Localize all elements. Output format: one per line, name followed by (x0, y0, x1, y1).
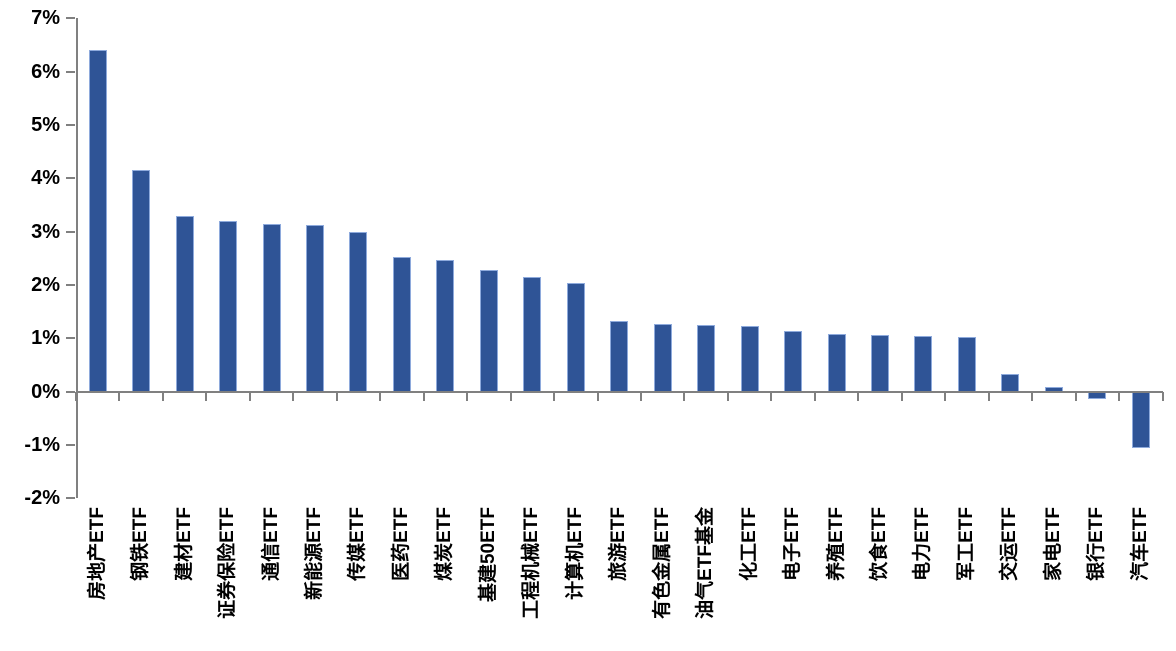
y-tick-mark (66, 17, 75, 20)
bar-银行ETF (1088, 391, 1107, 400)
bar-电子ETF (784, 331, 803, 392)
x-cat-label: 医药ETF (390, 507, 412, 581)
x-tick-mark (683, 391, 686, 401)
x-cat-label: 化工ETF (738, 507, 760, 581)
y-tick-mark (66, 177, 75, 180)
x-cat-label: 油气ETF基金 (695, 507, 717, 619)
x-cat-label: 计算机ETF (564, 507, 586, 600)
bar-工程机械ETF (523, 276, 542, 392)
bar-有色金属ETF (653, 323, 672, 392)
y-tick-label: 4% (31, 167, 60, 190)
y-tick-mark (66, 70, 75, 73)
x-cat-label: 电力ETF (912, 507, 934, 581)
bar-证券保险ETF (219, 220, 238, 392)
bar-传媒ETF (349, 231, 368, 392)
x-cat-label: 家电ETF (1042, 507, 1064, 581)
x-cat-label: 旅游ETF (608, 507, 630, 581)
x-axis-line (76, 390, 1163, 393)
y-tick-label: 7% (31, 7, 60, 30)
y-tick-label: 3% (31, 220, 60, 243)
x-cat-label: 交运ETF (999, 507, 1021, 581)
x-tick-mark (553, 391, 556, 401)
bar-电力ETF (914, 335, 933, 392)
bar-煤炭ETF (436, 259, 455, 392)
x-tick-mark (596, 391, 599, 401)
x-cat-label: 房地产ETF (86, 507, 108, 600)
x-tick-mark (466, 391, 469, 401)
x-tick-mark (292, 391, 295, 401)
y-tick-label: 0% (31, 380, 60, 403)
x-tick-mark (857, 391, 860, 401)
x-cat-label: 钢铁ETF (130, 507, 152, 581)
x-tick-mark (509, 391, 512, 401)
y-tick-mark (66, 390, 75, 393)
bar-计算机ETF (566, 283, 585, 392)
x-tick-mark (726, 391, 729, 401)
x-tick-mark (1161, 391, 1164, 401)
y-tick-label: 6% (31, 60, 60, 83)
y-tick-label: 2% (31, 274, 60, 297)
y-tick-mark (66, 124, 75, 127)
bar-化工ETF (740, 325, 759, 392)
x-tick-mark (1074, 391, 1077, 401)
x-tick-mark (639, 391, 642, 401)
y-tick-label: -1% (24, 434, 60, 457)
x-cat-label: 通信ETF (260, 507, 282, 581)
x-tick-mark (335, 391, 338, 401)
bar-新能源ETF (306, 225, 325, 392)
x-tick-mark (75, 391, 77, 401)
y-tick-label: 1% (31, 327, 60, 350)
x-cat-label: 银行ETF (1086, 507, 1108, 581)
bar-饮食ETF (871, 335, 889, 392)
x-tick-mark (987, 391, 990, 401)
x-tick-mark (900, 391, 903, 401)
y-axis-line (76, 18, 78, 499)
x-tick-mark (248, 391, 251, 401)
bar-军工ETF (957, 336, 976, 392)
bar-油气ETF基金 (697, 325, 716, 392)
x-cat-label: 有色金属ETF (651, 507, 673, 619)
x-cat-label: 煤炭ETF (434, 507, 456, 581)
x-tick-mark (1118, 391, 1121, 401)
bar-房地产ETF (88, 49, 107, 392)
x-tick-mark (813, 391, 816, 401)
bar-基建50ETF (479, 270, 498, 392)
x-tick-mark (944, 391, 947, 401)
x-cat-label: 电子ETF (782, 507, 804, 581)
x-tick-mark (161, 391, 164, 401)
x-tick-mark (379, 391, 382, 401)
bar-旅游ETF (610, 320, 629, 392)
x-cat-label: 军工ETF (955, 507, 977, 581)
x-tick-mark (1031, 391, 1034, 401)
x-cat-label: 基建50ETF (477, 507, 499, 603)
x-cat-label: 养殖ETF (825, 507, 847, 581)
y-tick-label: 5% (31, 114, 60, 137)
y-tick-label: -2% (24, 487, 60, 510)
x-tick-mark (205, 391, 208, 401)
y-tick-mark (66, 444, 75, 447)
bar-汽车ETF (1131, 391, 1150, 448)
x-tick-mark (422, 391, 425, 401)
x-tick-mark (770, 391, 773, 401)
x-cat-label: 工程机械ETF (521, 507, 543, 619)
x-cat-label: 新能源ETF (304, 507, 326, 600)
x-cat-label: 证券保险ETF (217, 507, 239, 619)
y-tick-mark (66, 284, 75, 287)
bar-交运ETF (1001, 374, 1020, 392)
x-cat-label: 饮食ETF (869, 507, 890, 581)
y-tick-mark (66, 337, 75, 340)
bar-钢铁ETF (132, 170, 151, 392)
x-cat-label: 建材ETF (173, 507, 195, 581)
y-tick-mark (66, 497, 75, 500)
bar-建材ETF (175, 215, 194, 392)
x-cat-label: 汽车ETF (1129, 507, 1151, 581)
x-cat-label: 传媒ETF (347, 507, 369, 581)
y-tick-mark (66, 230, 75, 233)
x-tick-mark (118, 391, 121, 401)
bar-医药ETF (392, 256, 411, 392)
bar-养殖ETF (827, 334, 846, 392)
bar-通信ETF (262, 223, 281, 392)
